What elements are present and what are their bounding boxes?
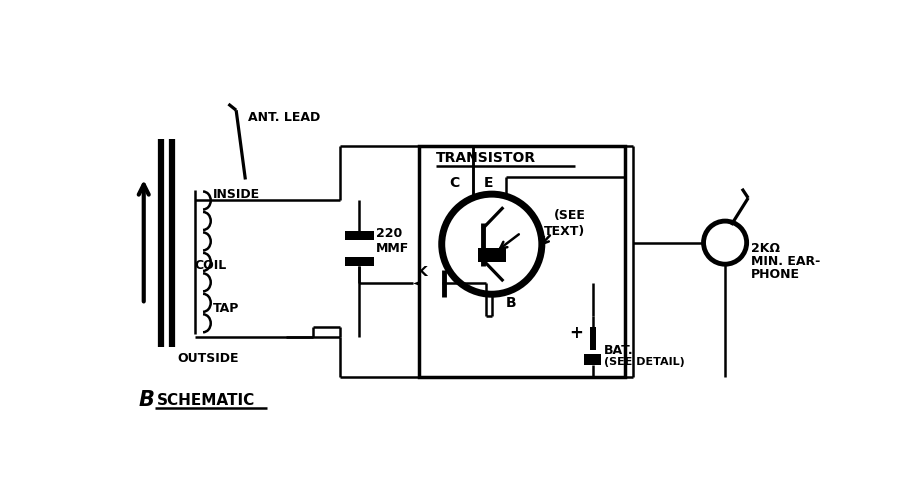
- Bar: [420, 147, 625, 377]
- Text: COIL: COIL: [194, 259, 227, 272]
- Circle shape: [703, 221, 747, 264]
- Text: TAP: TAP: [213, 302, 239, 315]
- Text: ANT. LEAD: ANT. LEAD: [247, 111, 320, 124]
- Text: BAT.: BAT.: [605, 344, 634, 357]
- Text: E: E: [484, 175, 494, 189]
- Text: 2KΩ: 2KΩ: [751, 242, 780, 255]
- Text: 220
MMF: 220 MMF: [376, 227, 409, 255]
- Text: K: K: [417, 265, 428, 279]
- Bar: [478, 248, 506, 262]
- Text: B: B: [138, 390, 154, 411]
- Text: TRANSISTOR: TRANSISTOR: [436, 151, 537, 165]
- Bar: [344, 231, 374, 241]
- Polygon shape: [413, 272, 444, 295]
- Text: SCHEMATIC: SCHEMATIC: [157, 393, 255, 408]
- Text: MIN. EAR-: MIN. EAR-: [751, 255, 821, 268]
- Bar: [344, 256, 374, 266]
- Text: +: +: [570, 324, 583, 343]
- Text: (SEE DETAIL): (SEE DETAIL): [605, 357, 685, 367]
- Text: C: C: [450, 175, 460, 189]
- Circle shape: [442, 194, 542, 294]
- Text: PHONE: PHONE: [751, 268, 801, 281]
- Bar: [590, 327, 595, 350]
- Text: INSIDE: INSIDE: [213, 188, 260, 201]
- Bar: [584, 354, 601, 365]
- Text: TEXT): TEXT): [544, 225, 585, 238]
- Text: B: B: [506, 295, 517, 310]
- Text: OUTSIDE: OUTSIDE: [177, 352, 238, 365]
- Text: (SEE: (SEE: [554, 209, 586, 222]
